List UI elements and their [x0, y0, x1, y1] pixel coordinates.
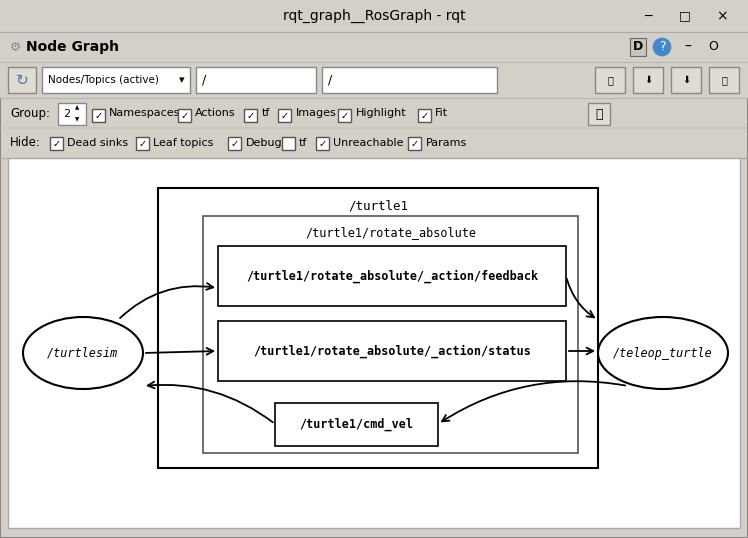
Text: Group:: Group: — [10, 107, 50, 119]
Text: /turtle1/rotate_absolute/_action/status: /turtle1/rotate_absolute/_action/status — [253, 344, 531, 358]
FancyBboxPatch shape — [278, 109, 292, 122]
FancyBboxPatch shape — [671, 67, 701, 93]
Text: ✓: ✓ — [180, 110, 188, 121]
FancyBboxPatch shape — [316, 137, 329, 150]
Text: Images: Images — [295, 108, 337, 118]
Text: D: D — [633, 40, 643, 53]
Text: ✓: ✓ — [231, 138, 239, 148]
Bar — [0, 0, 748, 32]
Text: Actions: Actions — [195, 108, 236, 118]
Text: /teleop_turtle: /teleop_turtle — [613, 346, 713, 359]
Text: 2: 2 — [63, 109, 70, 119]
FancyBboxPatch shape — [339, 109, 352, 122]
Text: ✓: ✓ — [319, 138, 327, 148]
FancyBboxPatch shape — [196, 67, 316, 93]
FancyBboxPatch shape — [282, 137, 295, 150]
Text: O: O — [708, 40, 718, 53]
Text: Leaf topics: Leaf topics — [153, 138, 213, 148]
FancyBboxPatch shape — [588, 103, 610, 125]
Bar — [275, 403, 438, 446]
Text: ⬇: ⬇ — [682, 75, 690, 85]
Text: /turtle1/rotate_absolute: /turtle1/rotate_absolute — [305, 226, 476, 239]
Text: tf: tf — [299, 138, 307, 148]
Text: ▼: ▼ — [75, 117, 79, 123]
Text: Nodes/Topics (active): Nodes/Topics (active) — [48, 75, 159, 85]
Text: tf: tf — [262, 108, 270, 118]
Text: ?: ? — [659, 40, 665, 53]
Text: □: □ — [679, 10, 691, 23]
FancyBboxPatch shape — [418, 109, 431, 122]
FancyBboxPatch shape — [136, 137, 149, 150]
FancyBboxPatch shape — [322, 67, 497, 93]
Text: Debug: Debug — [245, 138, 282, 148]
FancyBboxPatch shape — [245, 109, 257, 122]
Text: Fit: Fit — [435, 108, 448, 118]
Text: 🖼: 🖼 — [721, 75, 727, 85]
FancyBboxPatch shape — [408, 137, 422, 150]
Text: –: – — [684, 40, 691, 54]
Text: ✓: ✓ — [247, 110, 255, 121]
Text: /: / — [328, 74, 332, 87]
Bar — [218, 246, 566, 306]
Text: ✓: ✓ — [138, 138, 147, 148]
FancyBboxPatch shape — [228, 137, 242, 150]
FancyBboxPatch shape — [92, 109, 105, 122]
Text: /turtle1/cmd_vel: /turtle1/cmd_vel — [299, 418, 414, 431]
Text: Hide:: Hide: — [10, 137, 41, 150]
Text: ⬇: ⬇ — [644, 75, 652, 85]
Text: Params: Params — [426, 138, 467, 148]
Text: ✓: ✓ — [411, 138, 419, 148]
Text: 📄: 📄 — [607, 75, 613, 85]
Text: Namespaces: Namespaces — [109, 108, 180, 118]
Text: /: / — [202, 74, 206, 87]
FancyBboxPatch shape — [709, 67, 739, 93]
FancyBboxPatch shape — [8, 67, 36, 93]
Text: ✓: ✓ — [420, 110, 429, 121]
Text: ×: × — [716, 9, 728, 23]
FancyBboxPatch shape — [42, 67, 190, 93]
Text: ⚙: ⚙ — [10, 40, 21, 53]
Bar — [158, 188, 598, 468]
Bar — [0, 62, 748, 98]
Text: Unreachable: Unreachable — [333, 138, 403, 148]
FancyBboxPatch shape — [178, 109, 191, 122]
Text: ✓: ✓ — [52, 138, 61, 148]
Text: /turtlesim: /turtlesim — [47, 346, 119, 359]
Text: ✓: ✓ — [94, 110, 102, 121]
Bar — [218, 321, 566, 381]
Text: Node Graph: Node Graph — [26, 40, 119, 54]
Text: ✓: ✓ — [281, 110, 289, 121]
Text: rqt_graph__RosGraph - rqt: rqt_graph__RosGraph - rqt — [283, 9, 465, 23]
Ellipse shape — [23, 317, 143, 389]
Text: Highlight: Highlight — [355, 108, 406, 118]
Bar — [203, 216, 578, 453]
Text: Dead sinks: Dead sinks — [67, 138, 128, 148]
Text: ─: ─ — [644, 10, 652, 23]
Ellipse shape — [598, 317, 728, 389]
FancyBboxPatch shape — [50, 137, 63, 150]
Text: /turtle1: /turtle1 — [348, 200, 408, 213]
Text: ↻: ↻ — [16, 73, 28, 88]
Bar — [0, 32, 748, 62]
Text: ▾: ▾ — [180, 75, 185, 85]
FancyBboxPatch shape — [633, 67, 663, 93]
Text: ⤢: ⤢ — [595, 108, 603, 121]
FancyBboxPatch shape — [595, 67, 625, 93]
Bar — [8, 158, 740, 528]
Text: ▲: ▲ — [75, 105, 79, 110]
Text: ✓: ✓ — [341, 110, 349, 121]
FancyBboxPatch shape — [58, 103, 86, 125]
Text: /turtle1/rotate_absolute/_action/feedback: /turtle1/rotate_absolute/_action/feedbac… — [246, 270, 538, 282]
